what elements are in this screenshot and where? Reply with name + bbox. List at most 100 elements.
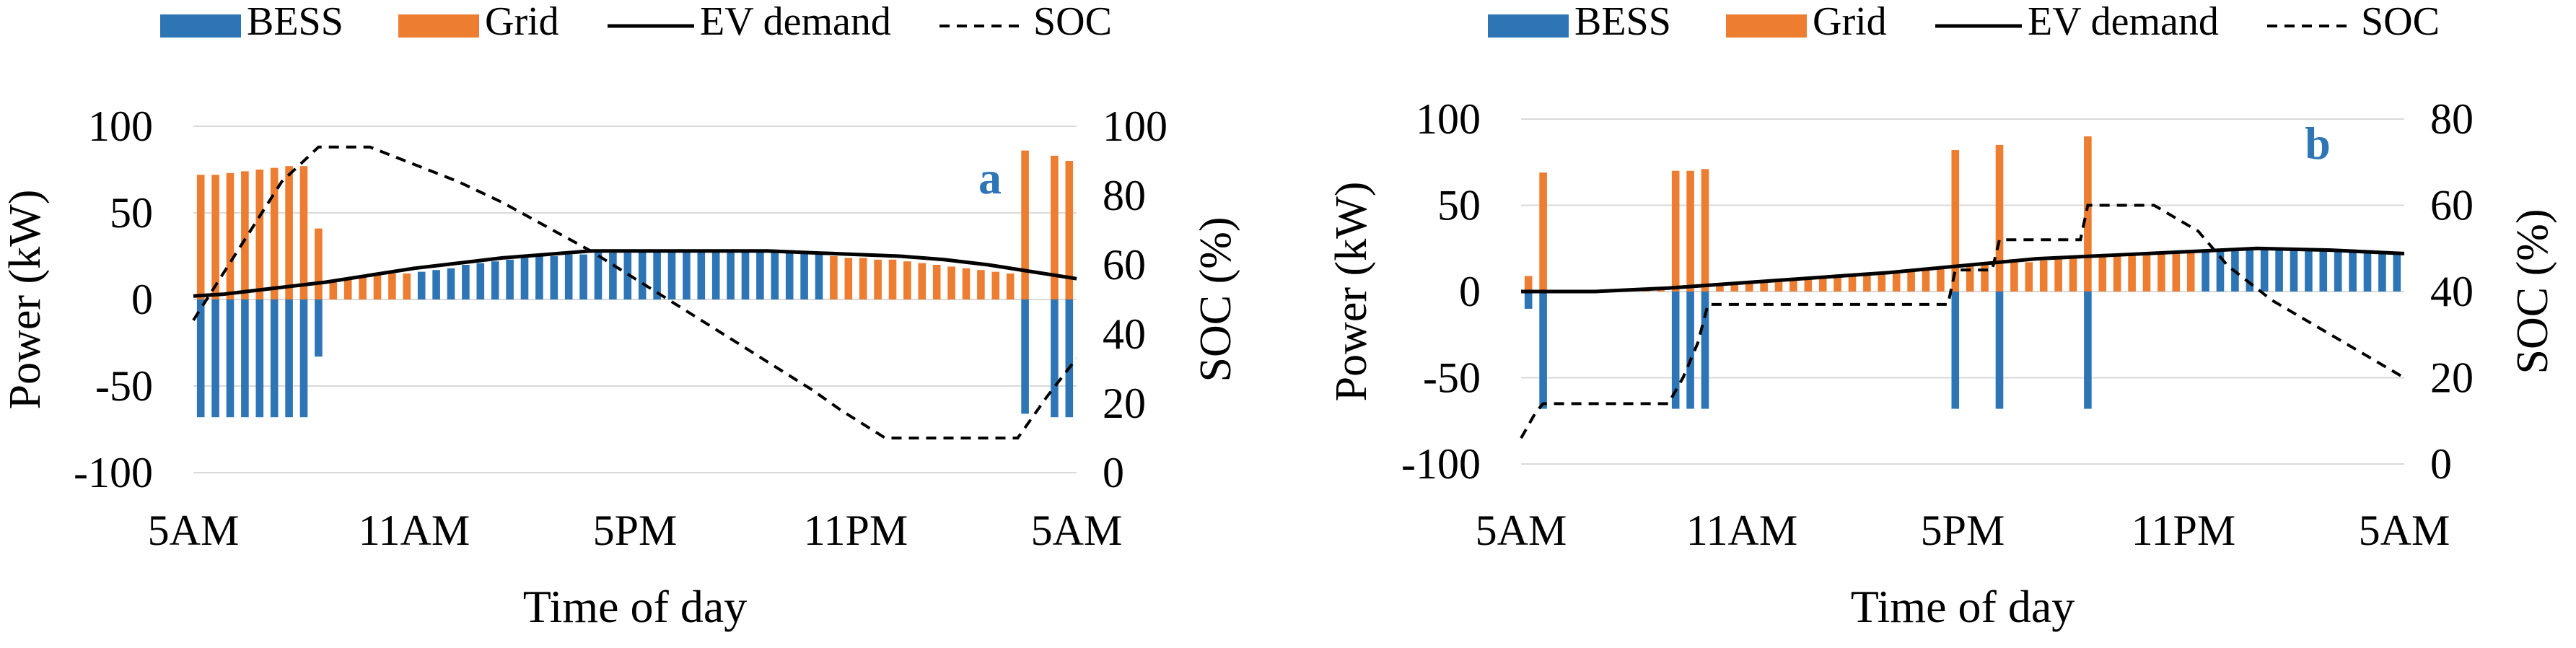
grid-bar <box>932 265 941 299</box>
grid-bar <box>2039 260 2048 292</box>
x-tick-label: 5PM <box>593 507 678 554</box>
ev-demand-line <box>1521 246 2405 294</box>
grid-bar <box>2010 262 2018 292</box>
bess-bar <box>756 250 764 299</box>
bess-bar <box>447 268 455 299</box>
grid-bar <box>1686 170 1694 292</box>
y2-tick-label: 20 <box>1103 380 1146 427</box>
legend-label-grid: Grid <box>485 0 559 44</box>
bess-bar <box>785 253 794 299</box>
bess-bar <box>2216 250 2225 292</box>
legend: BESS Grid EV demand SOC <box>160 0 1112 44</box>
x-tick-label: 5AM <box>148 507 240 554</box>
bess-bar <box>2260 248 2269 292</box>
grid-bar <box>255 170 264 299</box>
y2-tick-label: 40 <box>2430 268 2474 315</box>
bess-bar <box>2084 292 2092 409</box>
bess-bar <box>579 254 587 299</box>
grid-bar <box>918 263 926 299</box>
y-tick-label: 100 <box>88 102 153 150</box>
grid-bar <box>1006 273 1015 299</box>
bess-bar <box>1524 292 1533 309</box>
grid-bar <box>2186 250 2195 292</box>
grid-bar <box>830 256 838 299</box>
grid-bar <box>2142 253 2151 292</box>
y2-tick-label: 60 <box>1103 241 1146 289</box>
x-tick-label: 5AM <box>1031 507 1123 554</box>
grid-bar <box>1818 276 1827 292</box>
grid-bar <box>1966 266 1974 292</box>
bess-bar <box>226 299 235 418</box>
bess-bar <box>667 250 676 299</box>
grid-bar <box>1834 276 1841 292</box>
bess-bar <box>1051 299 1059 418</box>
x-tick-label: 5PM <box>1921 507 2005 554</box>
grid-bar <box>947 266 955 299</box>
bess-bar <box>535 256 543 299</box>
y2-axis-title: SOC (%) <box>1191 216 1240 382</box>
grid-bar <box>1907 268 1915 292</box>
bess-bar <box>299 299 308 418</box>
grid-bar <box>1878 272 1886 292</box>
grid-bar <box>388 273 396 299</box>
bess-bar <box>2334 250 2342 292</box>
bess-bar <box>2363 250 2372 292</box>
y-tick-label: 100 <box>1416 95 1481 143</box>
bess-bar <box>1686 292 1694 409</box>
bess-bar <box>255 299 264 418</box>
bess-bar <box>2305 248 2313 292</box>
bess-bar <box>241 299 249 418</box>
grid-bar <box>315 228 323 299</box>
bess-bar <box>609 253 617 299</box>
legend-label-ev-demand: EV demand <box>700 0 891 44</box>
soc-line <box>192 145 1078 439</box>
x-tick-label: 11PM <box>804 507 908 554</box>
y2-tick-label: 60 <box>2430 182 2474 229</box>
grid-bar <box>2025 262 2033 292</box>
grid-bar <box>1671 170 1680 292</box>
grid-bar <box>1995 144 2004 292</box>
grid-bar <box>270 167 279 299</box>
x-axis-title: Time of day <box>523 581 748 632</box>
grid-bar <box>329 280 338 299</box>
grid-bar <box>1804 277 1813 292</box>
bess-bar <box>594 253 603 299</box>
x-tick-label: 11AM <box>359 507 470 554</box>
bess-bar <box>771 250 779 299</box>
grid-bar <box>196 175 205 299</box>
grid-bar <box>1065 161 1074 299</box>
bess-bar <box>2290 248 2298 292</box>
y-axis-title: Power (kW) <box>1 190 50 410</box>
bess-bar <box>285 299 293 418</box>
x-tick-label: 5AM <box>1476 507 1567 554</box>
grid-bar <box>1922 268 1930 292</box>
grid-bar <box>1789 279 1797 292</box>
grid-bar <box>1848 274 1857 292</box>
grid-bar <box>226 172 235 299</box>
bess-bar <box>2275 248 2283 292</box>
grid-bar <box>1937 267 1945 292</box>
y-tick-label: 50 <box>1437 182 1481 229</box>
y2-tick-label: 100 <box>1103 102 1167 150</box>
legend-swatch-grid <box>398 14 479 38</box>
y-tick-label: 0 <box>131 276 153 323</box>
bess-bar <box>2319 248 2328 292</box>
chart-panel-b: 100 50 0 -50 -100 80 60 40 20 0 5AM 11AM 5PM 11PM 5AM P… <box>1327 0 2557 632</box>
grid-bar <box>1716 284 1724 292</box>
grid-bar <box>977 270 985 299</box>
y-tick-label: -100 <box>74 449 153 496</box>
soc-line <box>1520 203 2406 439</box>
bess-bar <box>491 261 499 299</box>
legend-swatch-grid <box>1726 14 1807 38</box>
bess-bar <box>2202 250 2209 292</box>
x-tick-label: 5AM <box>2359 507 2450 554</box>
grid-bar <box>1760 281 1768 292</box>
grid-bar <box>2172 252 2181 292</box>
x-axis-title: Time of day <box>1851 581 2075 632</box>
chart-panel-a: 100 50 0 -50 -100 100 80 60 40 20 0 5AM 11AM 5PM 11PM 5… <box>1 0 1240 632</box>
bess-bar <box>1951 292 1960 409</box>
grid-bar <box>343 279 352 299</box>
y2-tick-label: 20 <box>2430 354 2474 402</box>
bess-bar <box>1065 299 1074 418</box>
